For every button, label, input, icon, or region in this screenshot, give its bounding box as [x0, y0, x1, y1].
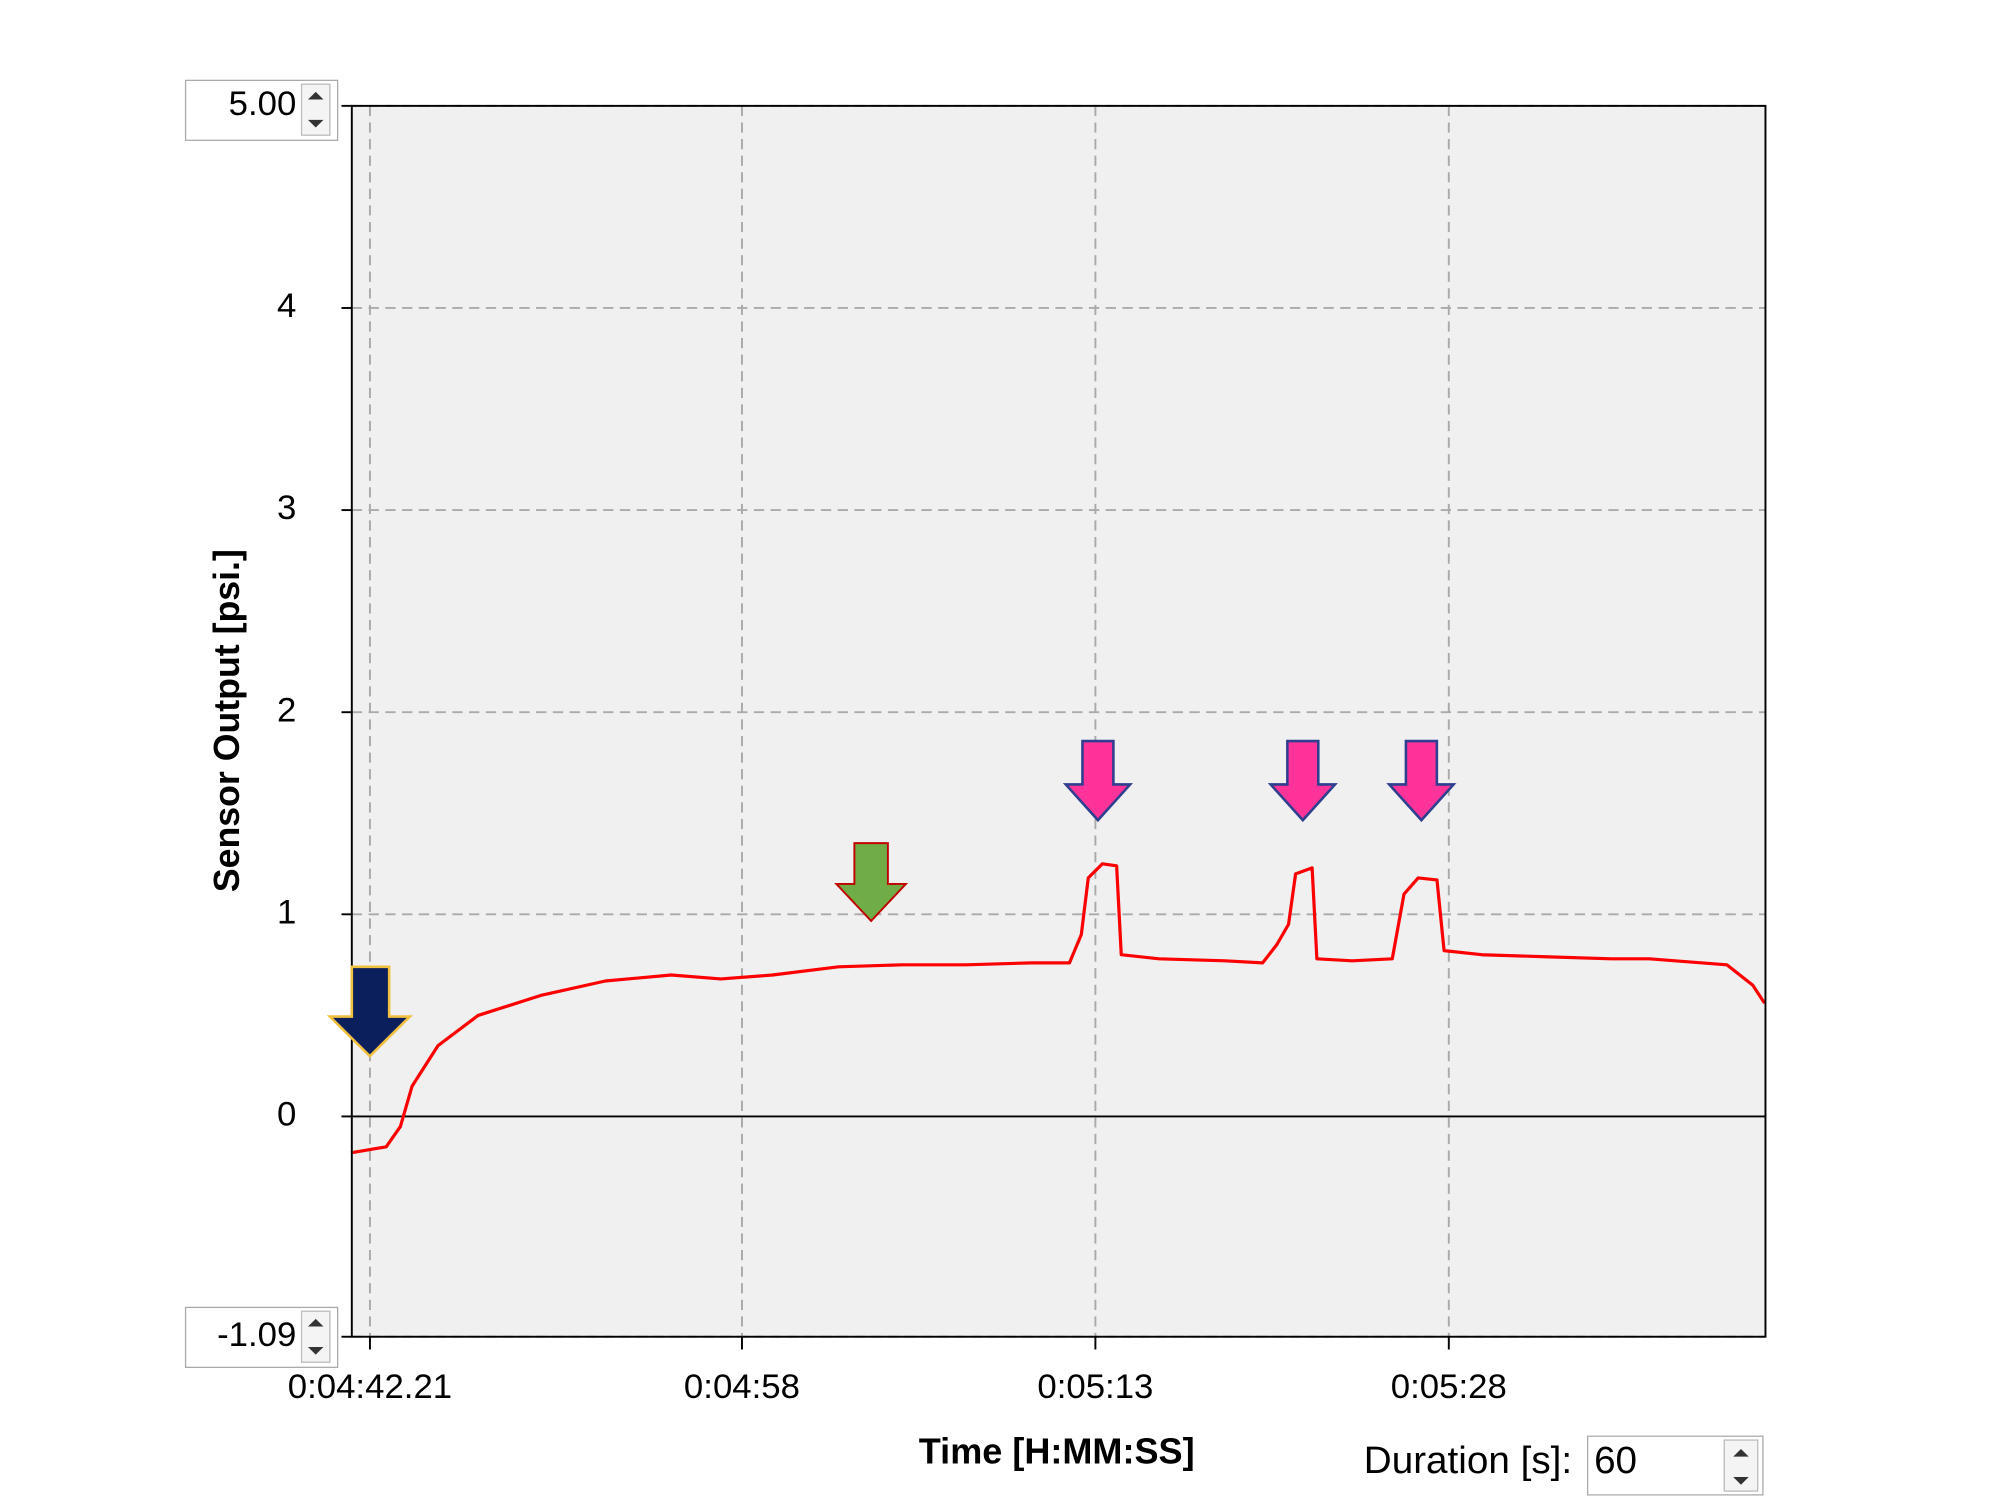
y-tick-label: -1.09	[217, 1316, 296, 1354]
y-tick-label: 2	[277, 691, 296, 729]
arrow-start	[326, 965, 413, 1058]
arrow-pink	[1386, 739, 1457, 823]
y-tick-label: 3	[277, 489, 296, 527]
y-axis-label: Sensor Output [psi.]	[207, 549, 247, 892]
arrow-green	[834, 842, 909, 923]
x-tick-label: 0:04:42.21	[288, 1368, 452, 1406]
y-tick-label: 0	[277, 1096, 296, 1134]
spin-arrows	[307, 91, 324, 128]
duration-value[interactable]: 60	[1594, 1439, 1637, 1482]
plot-area	[351, 105, 1766, 1337]
x-tick-label: 0:04:58	[684, 1368, 800, 1406]
arrow-pink	[1062, 739, 1134, 823]
x-tick-label: 0:05:28	[1391, 1368, 1507, 1406]
spin-arrows	[307, 1318, 324, 1355]
arrow-pink	[1267, 739, 1338, 823]
y-tick-label: 4	[277, 287, 296, 325]
y-tick-label: 5.00	[229, 85, 297, 123]
y-tick-label: 1	[277, 894, 296, 932]
series	[350, 862, 1766, 1155]
series-line	[350, 862, 1766, 1155]
spin-arrows	[1733, 1448, 1749, 1485]
x-tick-label: 0:05:13	[1037, 1368, 1153, 1406]
duration-label: Duration [s]:	[1364, 1439, 1572, 1482]
plot-frame	[350, 104, 1767, 1338]
x-axis-label: Time [H:MM:SS]	[919, 1432, 1195, 1472]
